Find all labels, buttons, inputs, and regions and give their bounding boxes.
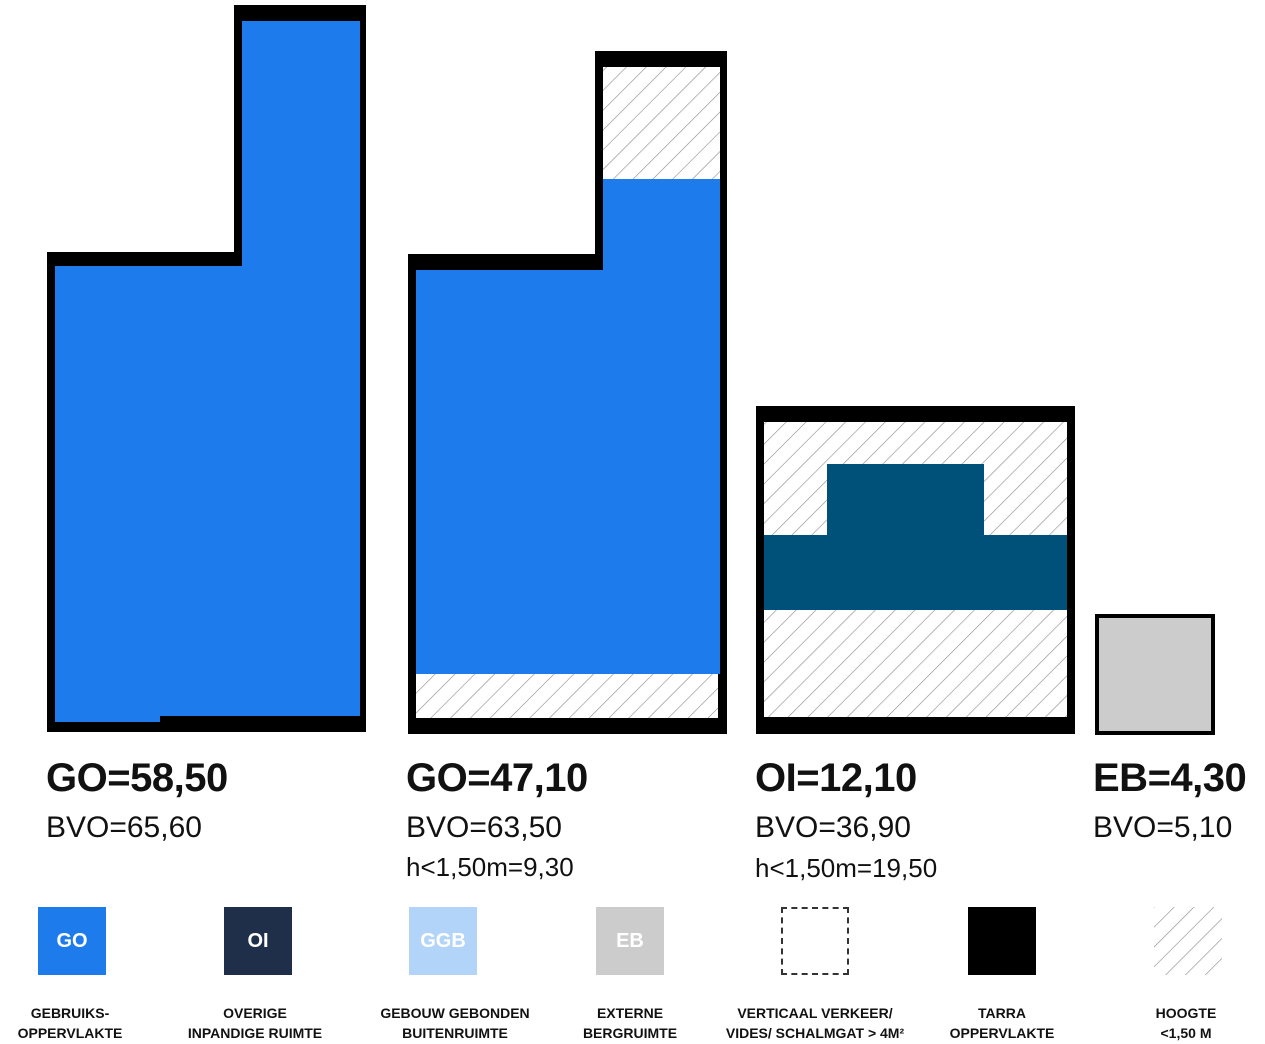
legend-oi-label: OVERIGE INPANDIGE RUIMTE xyxy=(187,1005,323,1041)
block-2-bvo: BVO=63,50 xyxy=(406,811,562,844)
legend-eb-label: EXTERNE BERGRUIMTE xyxy=(582,1005,678,1041)
legend-vertical-traffic-swatch xyxy=(781,907,849,975)
legend-eb-swatch: EB xyxy=(596,907,664,975)
block-oi-12-oi-area xyxy=(764,464,1067,610)
block-3-title: OI=12,10 xyxy=(755,756,917,800)
legend-go-label: GEBRUIKS- OPPERVLAKTE xyxy=(17,1005,123,1041)
block-3-bvo: BVO=36,90 xyxy=(755,811,911,844)
block-2-low-height: h<1,50m=9,30 xyxy=(406,852,574,882)
block-1-bvo: BVO=65,60 xyxy=(46,811,202,844)
block-go-47-go-area xyxy=(416,179,720,674)
legend-low-height-label: HOOGTE <1,50 M xyxy=(1155,1005,1217,1041)
block-oi-12 xyxy=(756,406,1075,734)
legend-tarra-swatch xyxy=(968,907,1036,975)
block-eb-4-eb-area xyxy=(1095,614,1215,735)
block-eb-4 xyxy=(1095,614,1215,735)
legend-ggb-swatch: GGB xyxy=(409,907,477,975)
legend-tarra-label: TARRA OPPERVLAKTE xyxy=(949,1005,1055,1041)
block-4-title: EB=4,30 xyxy=(1093,756,1247,800)
block-go-47-low-height-top xyxy=(603,67,720,179)
block-go-47 xyxy=(408,51,727,734)
block-4-bvo: BVO=5,10 xyxy=(1093,811,1233,844)
block-go-47-low-height-bottom xyxy=(416,674,718,718)
block-1-title: GO=58,50 xyxy=(46,756,228,800)
block-go-58 xyxy=(47,5,366,732)
legend-low-height-swatch xyxy=(1154,907,1222,975)
legend-vertical-traffic-label: VERTICAAL VERKEER/VIDES/ SCHALMGAT > 4M² xyxy=(725,1005,905,1041)
block-3-low-height: h<1,50m=19,50 xyxy=(755,853,938,883)
block-go-58-go-area xyxy=(55,21,360,722)
legend-go-swatch: GO xyxy=(38,907,106,975)
block-2-title: GO=47,10 xyxy=(406,756,588,800)
legend-ggb-label: GEBOUW GEBONDEN BUITENRUIMTE xyxy=(380,1005,530,1041)
legend-oi-swatch: OI xyxy=(224,907,292,975)
